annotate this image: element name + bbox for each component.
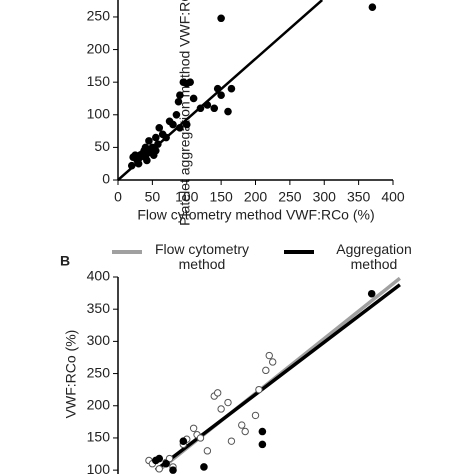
y-tick-label: 200 [87,40,111,56]
point [182,120,191,129]
point [134,159,143,168]
y-tick-label: 50 [94,138,110,154]
point [224,398,232,407]
x-tick-label: 200 [244,189,268,205]
y-tick-label: 150 [87,73,111,89]
point [154,140,162,148]
point [203,447,212,455]
y-tick-label: 100 [87,461,111,474]
plot-area [145,276,401,474]
y-axis-label: Platelet aggregation method VWF:RCo (%) [177,0,193,226]
point [251,411,260,420]
x-tick-label: 300 [313,189,337,205]
point [155,124,164,132]
point [127,161,136,170]
point [213,389,222,397]
point [172,110,181,119]
y-tick-label: 100 [87,105,111,121]
y-tick-label: 200 [87,396,111,412]
point [368,3,377,11]
point [174,97,183,106]
trend-line [154,283,401,472]
point [227,84,236,93]
point [258,440,267,449]
x-tick-label: 50 [145,189,161,205]
point [155,465,163,473]
y-tick-label: 400 [87,268,111,284]
point [217,14,225,23]
point [262,366,270,375]
point [196,434,205,442]
point [241,427,249,436]
point [152,456,160,465]
point [367,289,376,298]
x-tick-label: 250 [278,189,302,205]
x-tick-label: 0 [114,189,122,205]
point [176,91,184,100]
y-tick-label: 250 [87,8,111,24]
point [196,104,205,113]
x-tick-label: 400 [381,189,405,205]
point [217,91,225,100]
point [265,351,273,360]
point [217,405,225,413]
point [224,107,232,116]
point [169,120,177,129]
point [179,437,188,445]
point [189,94,198,103]
x-axis-label: Flow cytometry method VWF:RCo (%) [137,207,374,223]
y-tick-label: 250 [87,364,111,380]
point [169,466,177,474]
point [152,146,160,155]
y-axis-label: VWF:RCo (%) [63,330,79,419]
point [268,358,277,366]
point [143,156,151,165]
y-tick-label: 0 [102,171,110,187]
point [189,424,198,432]
point [227,437,236,445]
point [162,459,170,468]
point [162,133,170,142]
point [176,124,184,132]
x-tick-label: 350 [347,189,371,205]
legend-label: Aggregation method [336,241,412,272]
panel-label: B [60,253,70,269]
point [258,427,267,436]
point [210,104,219,113]
legend-label: Flow cytometry method [155,241,249,272]
point [213,84,222,93]
point [238,421,246,429]
y-tick-label: 300 [87,332,111,348]
point [186,78,194,86]
point [145,137,153,145]
point [203,101,212,109]
point [255,385,263,394]
x-tick-label: 150 [209,189,233,205]
y-tick-label: 150 [87,429,111,445]
point [165,454,174,463]
y-tick-label: 350 [87,300,111,316]
x-tick-label: 100 [175,189,199,205]
point [152,133,160,142]
plot-area [117,0,377,181]
point [200,463,208,471]
